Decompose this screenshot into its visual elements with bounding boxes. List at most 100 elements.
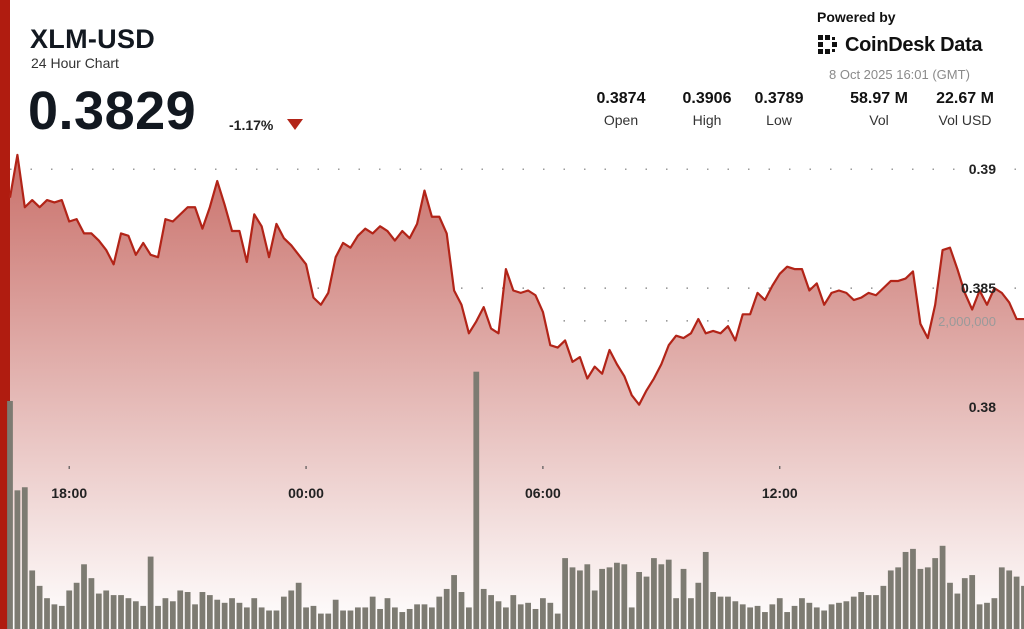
volume-bar [658,564,665,629]
volume-bar [769,604,776,629]
volume-bar [169,601,176,629]
volume-bar [362,607,369,629]
y-tick-label: 0.39 [969,161,996,177]
volume-bar [414,604,420,629]
volume-bar [51,604,58,629]
volume-bar [1021,585,1024,629]
volume-bar [525,602,531,629]
y-tick-label: 0.38 [969,399,996,415]
chart-title: XLM-USD [30,24,156,54]
timestamp: 8 Oct 2025 16:01 (GMT) [829,67,970,82]
volume-bar [562,558,568,629]
chart-header: XLM-USD 24 Hour Chart 0.3829 -1.17% Powe… [0,0,1024,150]
volume-bar [29,570,36,629]
volume-bar [221,602,228,629]
brand-name: CoinDesk Data [845,33,983,56]
volume-bar [21,487,28,629]
volume-bar [947,582,953,629]
volume-bar [902,551,909,629]
stat-high-value: 0.3906 [682,90,732,107]
accent-left-bar [0,0,10,629]
volume-bar [295,582,302,629]
volume-bar [725,596,731,629]
volume-bar [747,607,754,629]
volume-bar [436,596,443,629]
volume-bar [1013,576,1020,629]
volume-bar [680,568,687,629]
volume-bar [984,602,990,629]
volume-bar [36,585,43,629]
volume-bar [517,604,524,629]
price-area [10,154,1024,629]
volume-bar [421,604,428,629]
volume-bar [88,578,95,629]
volume-bar [651,558,657,629]
volume-bar [791,605,798,629]
volume-bar [332,599,339,629]
volume-bar [236,602,243,629]
volume-bar [739,604,746,629]
volume-bar [214,599,221,629]
price-line-series [8,153,1024,406]
stat-vol-usd-value: 22.67 M [936,90,994,107]
volume-bar [280,596,287,629]
stat-high: 0.3906 High [662,90,752,128]
volume-bar [199,592,206,629]
volume-bar [406,608,413,629]
volume-bar [695,582,702,629]
volume-bar [184,592,191,629]
volume-bar [614,562,620,629]
volume-bar [391,607,398,629]
stat-open: 0.3874 Open [576,90,666,128]
volume-bar [717,596,724,629]
volume-bar [369,596,376,629]
volume-bar [288,590,295,629]
volume-bar [969,575,976,629]
volume-bar [251,598,258,629]
volume-bar [961,578,968,629]
volume-bar [873,595,879,629]
volume-bar [384,598,391,629]
volume-bar [273,610,280,629]
volume-bar [229,598,235,629]
volume-bar [147,556,154,629]
volume-bar [488,595,494,629]
volume-bar [140,605,147,629]
volume-bar [865,595,872,629]
volume-bar [192,604,198,629]
stats-row: 0.3874 Open 0.3906 High 0.3789 Low 58.97… [0,90,1024,140]
volume-bar [939,545,946,629]
volume-bar [125,598,132,629]
brand-logo: CoinDesk Data [816,33,983,57]
stat-vol-label: Vol [869,112,889,128]
volume-bar [776,598,783,629]
volume-bar [910,548,916,629]
volume-bar [813,607,820,629]
volume-bar [577,570,583,629]
volume-bar [532,608,539,629]
volume-bar [162,598,169,629]
stat-low-label: Low [766,112,792,128]
volume-bar [354,607,361,629]
volume-bar [258,607,265,629]
stat-low-value: 0.3789 [754,90,804,107]
volume-bar [688,598,694,629]
volume-bar [621,564,628,629]
volume-bar [858,592,865,629]
down-triangle-icon [287,119,303,130]
volume-bar [643,576,650,629]
volume-bar [932,558,939,629]
stat-high-label: High [692,112,722,128]
volume-bar [836,602,842,629]
volume-bar [443,588,450,629]
volume-bar [303,607,309,629]
volume-bar [325,613,332,629]
stat-vol-value: 58.97 M [850,90,908,107]
volume-bar [998,567,1005,629]
x-tick-label: 00:00 [288,485,324,501]
volume-bar [917,568,924,629]
volume-bar [710,592,717,629]
volume-bar [762,612,768,629]
volume-bar [828,604,835,629]
